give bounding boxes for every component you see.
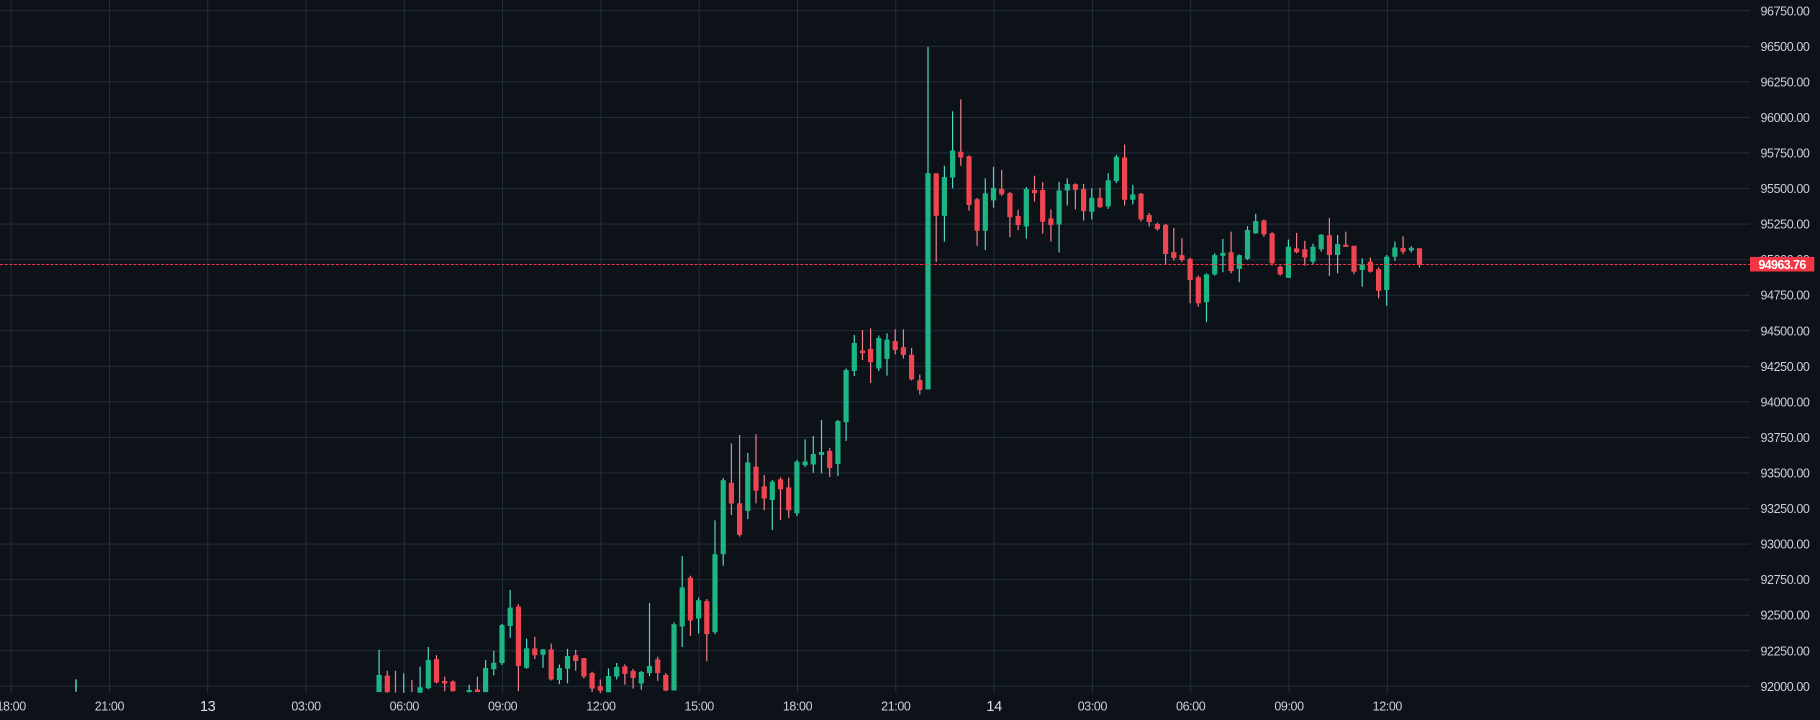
- svg-text:94500.00: 94500.00: [1761, 324, 1810, 338]
- svg-text:94000.00: 94000.00: [1761, 395, 1810, 409]
- svg-text:96750.00: 96750.00: [1761, 4, 1810, 18]
- svg-text:92000.00: 92000.00: [1761, 680, 1810, 694]
- svg-text:95750.00: 95750.00: [1761, 147, 1810, 161]
- svg-text:06:00: 06:00: [390, 699, 420, 713]
- svg-text:09:00: 09:00: [488, 699, 518, 713]
- svg-text:06:00: 06:00: [1176, 699, 1206, 713]
- svg-text:21:00: 21:00: [95, 699, 125, 713]
- svg-text:92250.00: 92250.00: [1761, 644, 1810, 658]
- svg-text:94963.76: 94963.76: [1758, 258, 1806, 272]
- svg-text:12:00: 12:00: [1373, 699, 1403, 713]
- svg-text:95250.00: 95250.00: [1761, 218, 1810, 232]
- svg-text:96500.00: 96500.00: [1761, 40, 1810, 54]
- svg-text:92750.00: 92750.00: [1761, 573, 1810, 587]
- svg-text:13: 13: [200, 699, 216, 715]
- svg-text:96250.00: 96250.00: [1761, 75, 1810, 89]
- svg-text:09:00: 09:00: [1274, 699, 1304, 713]
- svg-text:03:00: 03:00: [291, 699, 321, 713]
- svg-text:94250.00: 94250.00: [1761, 360, 1810, 374]
- svg-text:03:00: 03:00: [1078, 699, 1108, 713]
- svg-text:94750.00: 94750.00: [1761, 289, 1810, 303]
- svg-text:95500.00: 95500.00: [1761, 182, 1810, 196]
- svg-text:18:00: 18:00: [783, 699, 813, 713]
- svg-text:21:00: 21:00: [881, 699, 911, 713]
- svg-text:93000.00: 93000.00: [1761, 538, 1810, 552]
- svg-text:92500.00: 92500.00: [1761, 609, 1810, 623]
- svg-text:15:00: 15:00: [685, 699, 715, 713]
- svg-text:96000.00: 96000.00: [1761, 111, 1810, 125]
- svg-text:18:00: 18:00: [0, 699, 26, 713]
- svg-text:93500.00: 93500.00: [1761, 467, 1810, 481]
- svg-text:93250.00: 93250.00: [1761, 502, 1810, 516]
- svg-text:14: 14: [986, 699, 1002, 715]
- svg-text:12:00: 12:00: [586, 699, 616, 713]
- svg-text:93750.00: 93750.00: [1761, 431, 1810, 445]
